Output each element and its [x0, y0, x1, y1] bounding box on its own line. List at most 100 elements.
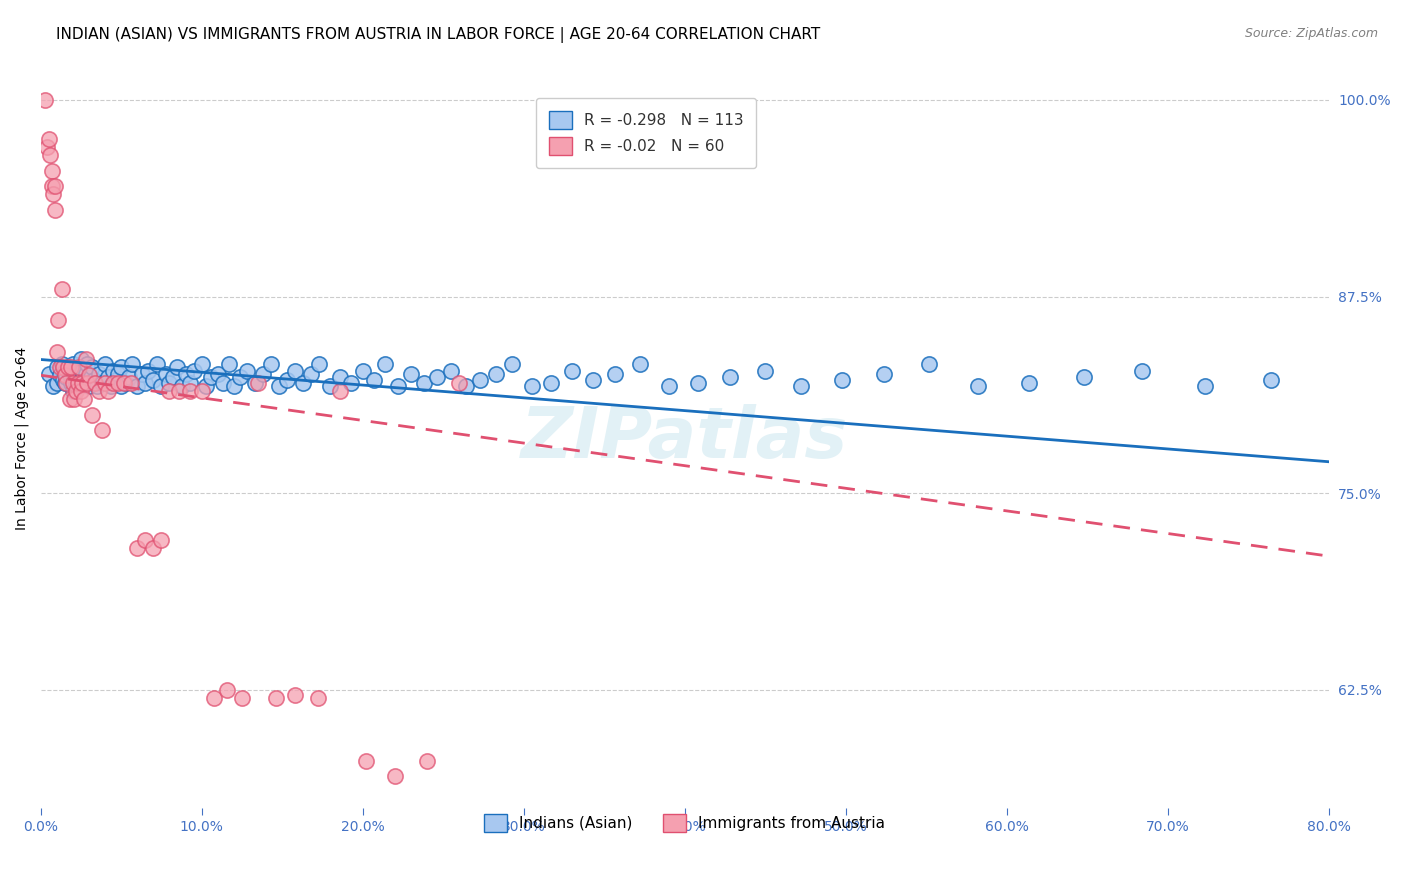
Indians (Asian) — [276, 373, 298, 387]
Indians (Asian) — [1018, 376, 1040, 390]
Immigrants from Austria — [72, 376, 94, 390]
Immigrants from Austria — [94, 376, 117, 390]
Indians (Asian) — [127, 379, 149, 393]
Indians (Asian) — [65, 376, 87, 390]
Indians (Asian) — [45, 376, 67, 390]
Indians (Asian) — [121, 357, 143, 371]
Indians (Asian) — [412, 376, 434, 390]
Indians (Asian) — [110, 360, 132, 375]
Indians (Asian) — [308, 357, 330, 371]
Immigrants from Austria — [46, 313, 69, 327]
Indians (Asian) — [118, 369, 141, 384]
Indians (Asian) — [628, 357, 651, 371]
Indians (Asian) — [83, 373, 105, 387]
Indians (Asian) — [485, 367, 508, 381]
Indians (Asian) — [53, 376, 76, 390]
Indians (Asian) — [520, 379, 543, 393]
Immigrants from Austria — [82, 408, 104, 422]
Immigrants from Austria — [39, 148, 62, 162]
Indians (Asian) — [145, 357, 167, 371]
Indians (Asian) — [107, 367, 129, 381]
Immigrants from Austria — [53, 368, 76, 383]
Indians (Asian) — [49, 368, 72, 383]
Immigrants from Austria — [44, 203, 66, 218]
Immigrants from Austria — [44, 179, 66, 194]
Immigrants from Austria — [142, 541, 165, 556]
Immigrants from Austria — [58, 392, 80, 406]
Immigrants from Austria — [90, 423, 112, 437]
Indians (Asian) — [426, 369, 449, 384]
Indians (Asian) — [73, 376, 96, 390]
Indians (Asian) — [62, 357, 84, 371]
Immigrants from Austria — [67, 360, 90, 375]
Immigrants from Austria — [190, 384, 212, 398]
Immigrants from Austria — [107, 376, 129, 390]
Indians (Asian) — [319, 379, 342, 393]
Indians (Asian) — [150, 379, 173, 393]
Indians (Asian) — [873, 367, 896, 381]
Indians (Asian) — [399, 367, 422, 381]
Indians (Asian) — [101, 363, 124, 377]
Indians (Asian) — [222, 379, 245, 393]
Indians (Asian) — [131, 367, 153, 381]
Indians (Asian) — [918, 357, 941, 371]
Indians (Asian) — [329, 369, 352, 384]
Indians (Asian) — [115, 376, 138, 390]
Immigrants from Austria — [60, 360, 83, 375]
Indians (Asian) — [94, 357, 117, 371]
Immigrants from Austria — [204, 690, 226, 705]
Indians (Asian) — [363, 373, 385, 387]
Immigrants from Austria — [449, 376, 471, 390]
Indians (Asian) — [162, 369, 184, 384]
Immigrants from Austria — [329, 384, 352, 398]
Indians (Asian) — [195, 379, 218, 393]
Immigrants from Austria — [84, 376, 107, 390]
Indians (Asian) — [211, 376, 233, 390]
Indians (Asian) — [686, 376, 709, 390]
Indians (Asian) — [52, 373, 75, 387]
Immigrants from Austria — [127, 541, 149, 556]
Immigrants from Austria — [134, 533, 156, 548]
Indians (Asian) — [292, 376, 315, 390]
Immigrants from Austria — [63, 392, 86, 406]
Indians (Asian) — [440, 363, 463, 377]
Indians (Asian) — [260, 357, 283, 371]
Indians (Asian) — [235, 363, 257, 377]
Indians (Asian) — [470, 373, 492, 387]
Immigrants from Austria — [87, 384, 110, 398]
Indians (Asian) — [70, 373, 93, 387]
Indians (Asian) — [754, 363, 776, 377]
Indians (Asian) — [51, 357, 73, 371]
Immigrants from Austria — [76, 376, 98, 390]
Y-axis label: In Labor Force | Age 20-64: In Labor Force | Age 20-64 — [15, 346, 30, 530]
Indians (Asian) — [966, 379, 988, 393]
Immigrants from Austria — [120, 376, 142, 390]
Indians (Asian) — [229, 369, 252, 384]
Indians (Asian) — [299, 367, 322, 381]
Immigrants from Austria — [246, 376, 269, 390]
Indians (Asian) — [172, 379, 194, 393]
Indians (Asian) — [183, 363, 205, 377]
Indians (Asian) — [72, 363, 94, 377]
Immigrants from Austria — [354, 754, 377, 768]
Indians (Asian) — [138, 363, 160, 377]
Indians (Asian) — [55, 369, 77, 384]
Indians (Asian) — [1073, 369, 1095, 384]
Immigrants from Austria — [101, 376, 124, 390]
Indians (Asian) — [142, 373, 165, 387]
Text: Source: ZipAtlas.com: Source: ZipAtlas.com — [1244, 27, 1378, 40]
Indians (Asian) — [252, 367, 274, 381]
Indians (Asian) — [63, 367, 86, 381]
Indians (Asian) — [105, 373, 128, 387]
Immigrants from Austria — [75, 352, 97, 367]
Indians (Asian) — [56, 360, 79, 375]
Immigrants from Austria — [51, 282, 73, 296]
Indians (Asian) — [76, 357, 98, 371]
Indians (Asian) — [374, 357, 396, 371]
Indians (Asian) — [605, 367, 627, 381]
Immigrants from Austria — [73, 392, 96, 406]
Indians (Asian) — [75, 367, 97, 381]
Immigrants from Austria — [41, 163, 63, 178]
Indians (Asian) — [267, 379, 290, 393]
Indians (Asian) — [340, 376, 363, 390]
